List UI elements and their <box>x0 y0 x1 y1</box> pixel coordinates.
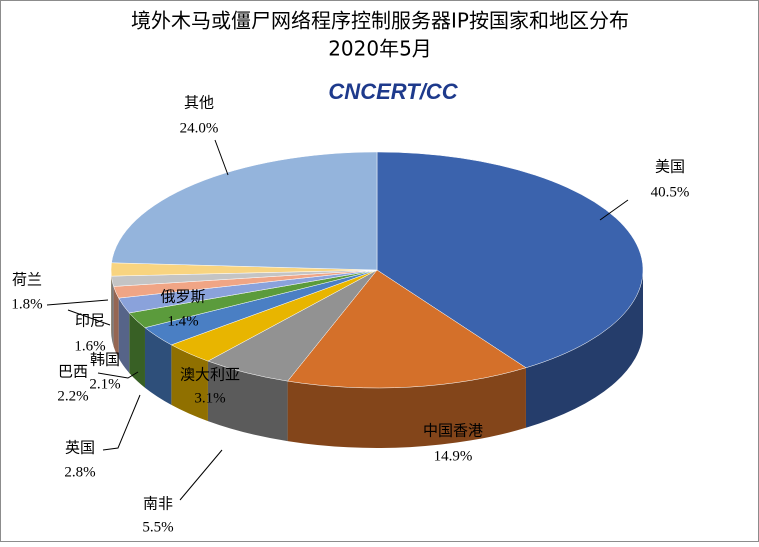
slice-label: 巴西 <box>58 364 88 380</box>
slice-label: 中国香港 <box>423 422 483 439</box>
value-label: 2.1% <box>89 376 120 392</box>
slice-label: 美国 <box>655 158 685 175</box>
chart-subtitle: 2020年5月 <box>328 37 432 61</box>
value-label: 2.8% <box>64 464 95 480</box>
slice-label: 俄罗斯 <box>160 288 205 305</box>
slice-label: 荷兰 <box>12 271 42 288</box>
pie-side <box>111 276 113 346</box>
slice-label: 南非 <box>143 495 173 512</box>
value-label: 3.1% <box>194 390 225 406</box>
value-label: 1.4% <box>167 313 198 329</box>
slice-label: 澳大利亚 <box>180 366 240 383</box>
chart-title: 境外木马或僵尸网络程序控制服务器IP按国家和地区分布 <box>131 9 629 33</box>
slice-label: 英国 <box>65 438 95 456</box>
value-label: 24.0% <box>180 120 219 136</box>
value-label: 14.9% <box>434 448 473 464</box>
slice-label: 印尼 <box>75 312 105 329</box>
value-label: 1.6% <box>74 338 105 354</box>
value-label: 1.8% <box>11 296 42 312</box>
value-label: 5.5% <box>142 519 173 535</box>
slice-label: 其他 <box>184 94 214 111</box>
logo: CNCERT/CC <box>328 79 458 104</box>
value-label: 2.2% <box>57 388 88 404</box>
value-label: 40.5% <box>651 184 690 200</box>
